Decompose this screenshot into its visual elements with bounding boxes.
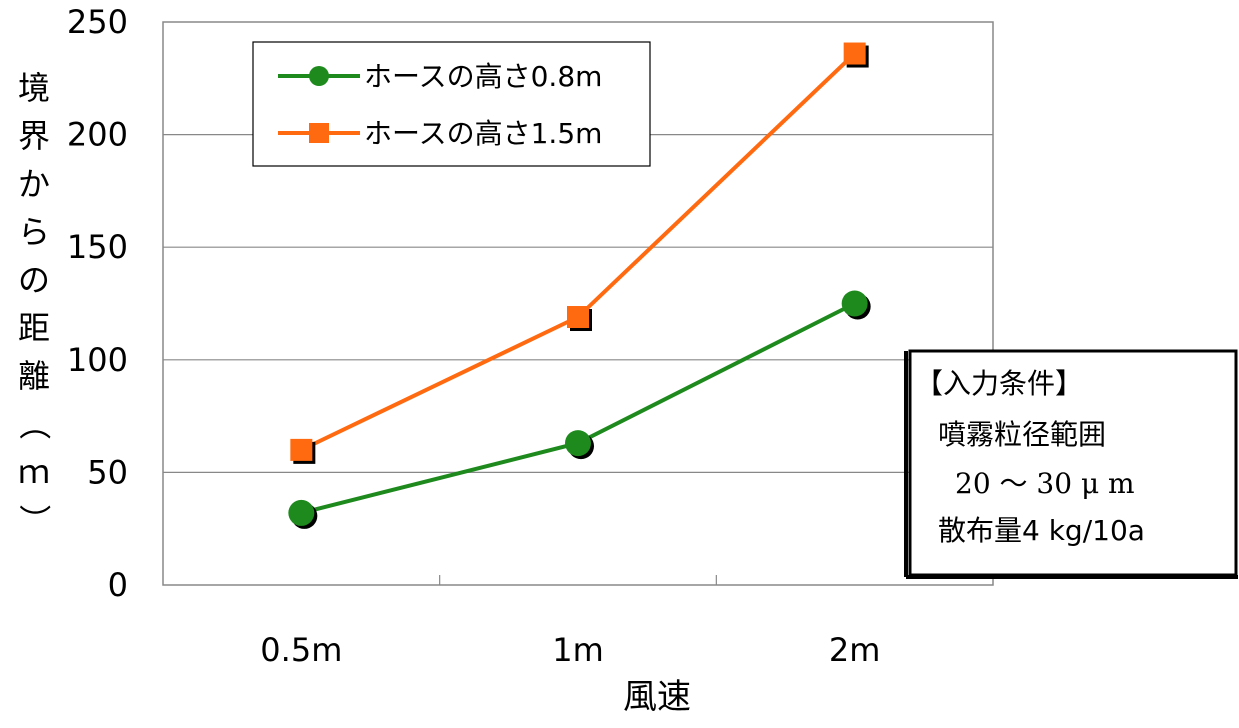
x-tick-label: 1m <box>552 631 604 669</box>
legend-marker <box>309 123 329 143</box>
x-tick-label: 2m <box>829 631 881 669</box>
y-tick-label: 200 <box>67 116 128 154</box>
y-axis-title-char: ら <box>18 213 50 251</box>
legend-label: ホースの高さ0.8m <box>364 60 602 93</box>
y-axis-title-char: 離 <box>18 357 50 395</box>
x-axis-title: 風速 <box>623 677 691 717</box>
y-axis-title-char: 界 <box>18 117 50 155</box>
series-2 <box>290 42 869 464</box>
y-tick-label: 100 <box>67 341 128 379</box>
annotation-line: 噴霧粒径範囲 <box>938 418 1106 451</box>
annotation-line: 20 〜 30 μ m <box>955 467 1135 500</box>
y-tick-label: 150 <box>67 228 128 266</box>
series-layer <box>288 42 871 529</box>
data-point <box>843 42 866 65</box>
legend-marker <box>309 66 329 86</box>
y-axis-title-char: 境 <box>18 69 50 107</box>
legend-box <box>252 41 651 167</box>
series-1 <box>288 290 871 529</box>
data-point <box>288 499 315 526</box>
y-axis-title-char: か <box>18 165 50 203</box>
y-tick-label: 50 <box>87 453 128 491</box>
data-point <box>567 306 589 329</box>
y-tick-label: 250 <box>67 3 128 41</box>
y-tick-label: 0 <box>108 566 128 604</box>
y-axis-title-char: 距 <box>18 309 50 347</box>
input-conditions-box: 【入力条件】噴霧粒径範囲 20 〜 30 μ m 散布量4 kg/10a <box>904 349 1238 579</box>
x-tick-label: 0.5m <box>260 631 342 669</box>
plot-frame <box>162 21 994 586</box>
annotation-line: 散布量4 kg/10a <box>938 514 1145 547</box>
legend: ホースの高さ0.8m ホースの高さ1.5m <box>252 41 651 167</box>
data-point <box>565 430 591 457</box>
data-point <box>290 438 313 461</box>
y-tick-labels: 0 50 100 150 200 250 <box>67 3 128 604</box>
y-axis-title-char: ） <box>15 504 53 536</box>
y-axis-title-char: の <box>18 261 50 299</box>
grid-layer <box>163 134 993 585</box>
legend-label: ホースの高さ1.5m <box>364 117 602 150</box>
data-point <box>841 290 868 317</box>
annotation-border <box>908 349 1238 577</box>
y-axis-title-char: （ <box>15 408 53 440</box>
annotation-heading: 【入力条件】 <box>915 367 1083 400</box>
y-axis-title-char: ｍ <box>18 453 50 491</box>
x-tick-labels: 0.5m 1m 2m <box>260 631 880 669</box>
